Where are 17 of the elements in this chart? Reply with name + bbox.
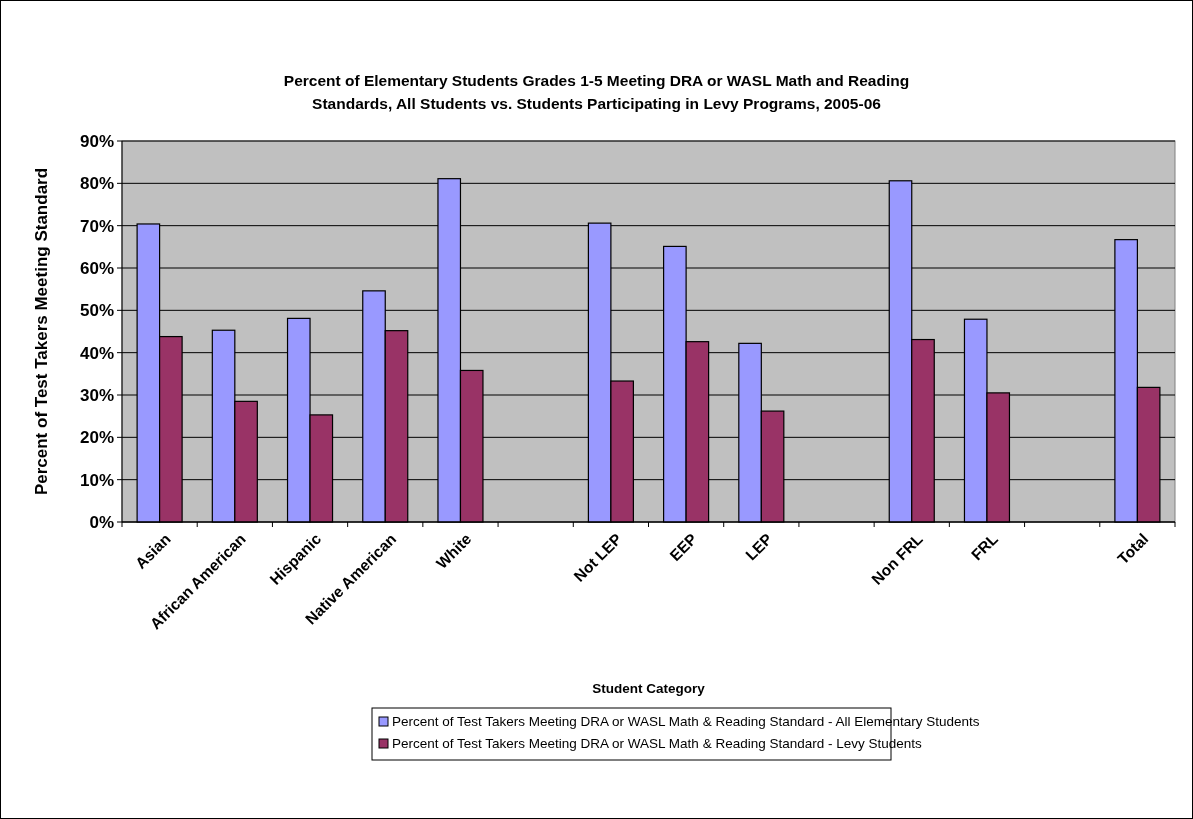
y-tick-label: 50% xyxy=(79,301,114,321)
y-tick-label: 40% xyxy=(79,343,114,363)
y-tick-label: 80% xyxy=(79,174,114,194)
x-axis-title: Student Category xyxy=(592,681,706,696)
y-tick-label: 10% xyxy=(79,470,114,490)
y-axis-title: Percent of Test Takers Meeting Standard xyxy=(32,167,51,496)
y-tick-label: 60% xyxy=(79,258,114,278)
y-tick-label: 70% xyxy=(79,216,114,236)
y-tick-label: 0% xyxy=(89,512,114,532)
x-tick-label: FRL xyxy=(967,530,1002,564)
legend-label: Percent of Test Takers Meeting DRA or WASL Math & Reading Standard - All Elementary Students xyxy=(392,714,980,729)
legend-label: Percent of Test Takers Meeting DRA or WASL Math & Reading Standard - Levy Students xyxy=(392,736,923,751)
y-tick-label: 90% xyxy=(79,131,114,151)
x-tick-label: Non FRL xyxy=(868,530,926,588)
chart-title: Percent of Elementary Students Grades 1-5 Meeting DRA or WASL Math and Reading Standards, All Students vs. Students Participating in Levy Programs, 2005-06 xyxy=(283,72,910,112)
y-tick-label: 20% xyxy=(79,428,114,448)
y-tick-label: 30% xyxy=(79,385,114,405)
